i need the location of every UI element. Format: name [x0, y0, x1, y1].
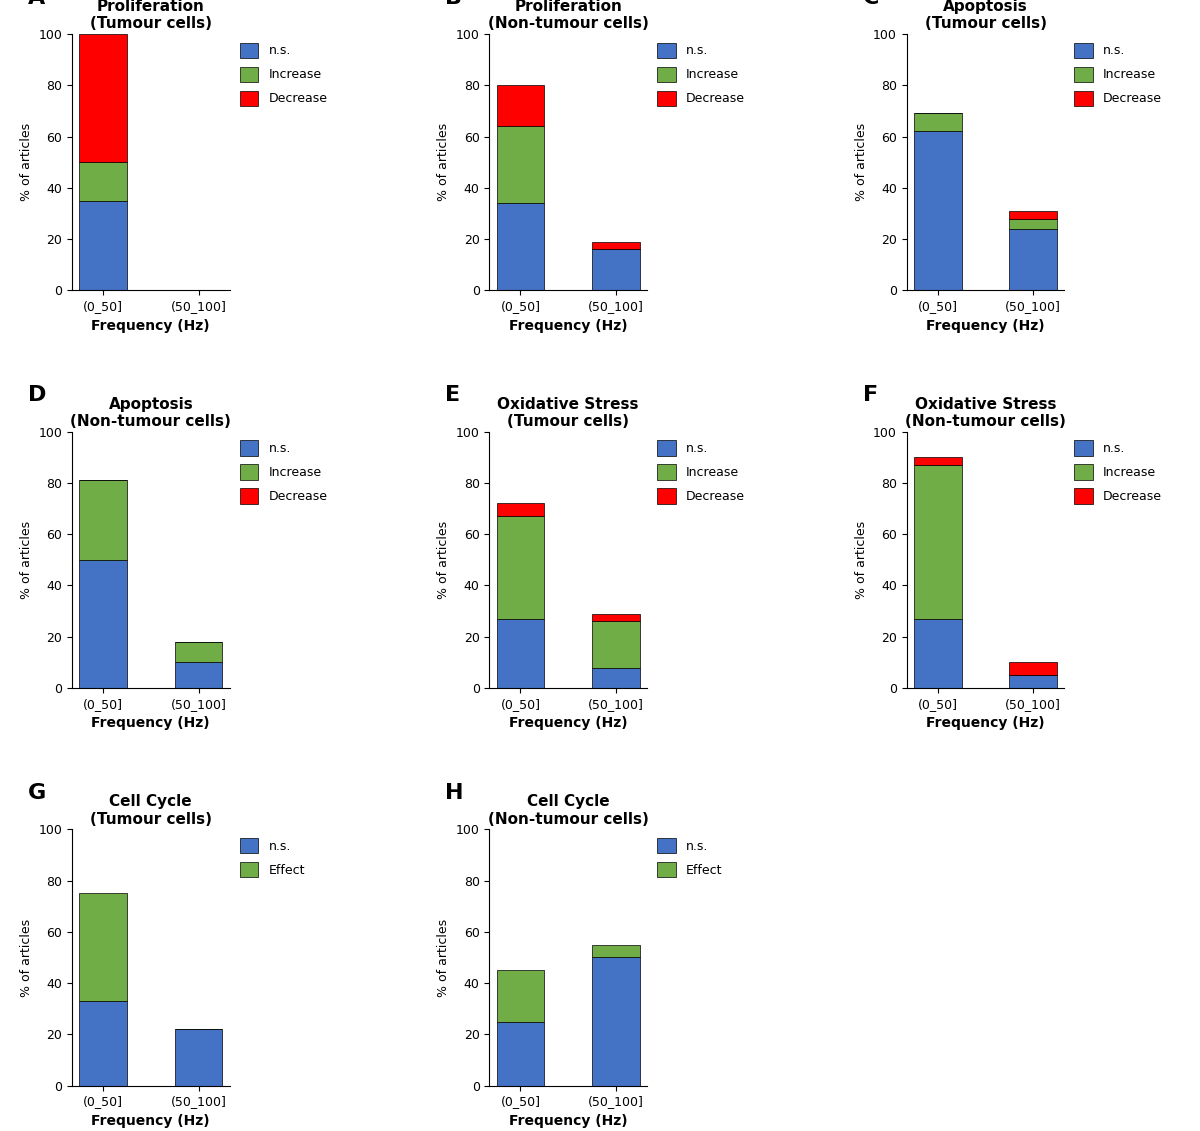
Legend: n.s., Increase, Decrease: n.s., Increase, Decrease [238, 41, 330, 109]
Y-axis label: % of articles: % of articles [854, 520, 868, 599]
Bar [914, 131, 961, 291]
Bar [497, 127, 545, 204]
X-axis label: Frequency (Hz): Frequency (Hz) [509, 716, 628, 731]
Title: Cell Cycle
(Non-tumour cells): Cell Cycle (Non-tumour cells) [487, 794, 649, 827]
Legend: n.s., Effect: n.s., Effect [238, 836, 307, 880]
Bar [592, 958, 640, 1086]
Legend: n.s., Increase, Decrease: n.s., Increase, Decrease [238, 438, 330, 506]
Text: D: D [28, 386, 47, 405]
Y-axis label: % of articles: % of articles [437, 520, 450, 599]
Bar [497, 204, 545, 291]
Text: C: C [863, 0, 878, 8]
X-axis label: Frequency (Hz): Frequency (Hz) [509, 1114, 628, 1128]
Bar [175, 642, 222, 663]
X-axis label: Frequency (Hz): Frequency (Hz) [926, 716, 1045, 731]
Text: G: G [28, 783, 46, 803]
Title: Apoptosis
(Tumour cells): Apoptosis (Tumour cells) [924, 0, 1046, 32]
Y-axis label: % of articles: % of articles [20, 918, 32, 996]
Text: H: H [445, 783, 463, 803]
Bar [914, 619, 961, 688]
Title: Proliferation
(Tumour cells): Proliferation (Tumour cells) [90, 0, 212, 32]
Bar [79, 200, 127, 291]
X-axis label: Frequency (Hz): Frequency (Hz) [926, 319, 1045, 333]
Bar [497, 503, 545, 516]
Bar [497, 85, 545, 127]
X-axis label: Frequency (Hz): Frequency (Hz) [91, 319, 210, 333]
Bar [497, 619, 545, 688]
Bar [592, 621, 640, 667]
Bar [1009, 675, 1057, 688]
Text: F: F [863, 386, 877, 405]
Legend: n.s., Increase, Decrease: n.s., Increase, Decrease [1072, 41, 1165, 109]
Title: Proliferation
(Non-tumour cells): Proliferation (Non-tumour cells) [487, 0, 649, 32]
X-axis label: Frequency (Hz): Frequency (Hz) [91, 716, 210, 731]
Bar [1009, 228, 1057, 291]
Bar [592, 667, 640, 688]
Bar [79, 34, 127, 162]
Bar [592, 250, 640, 291]
Title: Oxidative Stress
(Non-tumour cells): Oxidative Stress (Non-tumour cells) [905, 397, 1066, 429]
Title: Cell Cycle
(Tumour cells): Cell Cycle (Tumour cells) [90, 794, 212, 827]
Y-axis label: % of articles: % of articles [20, 520, 32, 599]
Legend: n.s., Increase, Decrease: n.s., Increase, Decrease [654, 41, 748, 109]
Bar [1009, 218, 1057, 228]
Text: A: A [28, 0, 46, 8]
Bar [914, 457, 961, 465]
Bar [914, 113, 961, 131]
Legend: n.s., Increase, Decrease: n.s., Increase, Decrease [654, 438, 748, 506]
Bar [592, 242, 640, 250]
Bar [592, 614, 640, 621]
Bar [914, 465, 961, 619]
Legend: n.s., Increase, Decrease: n.s., Increase, Decrease [1072, 438, 1165, 506]
Bar [1009, 663, 1057, 675]
Title: Apoptosis
(Non-tumour cells): Apoptosis (Non-tumour cells) [71, 397, 232, 429]
Title: Oxidative Stress
(Tumour cells): Oxidative Stress (Tumour cells) [498, 397, 638, 429]
X-axis label: Frequency (Hz): Frequency (Hz) [509, 319, 628, 333]
Bar [497, 516, 545, 619]
Bar [79, 1001, 127, 1086]
Y-axis label: % of articles: % of articles [437, 918, 450, 996]
X-axis label: Frequency (Hz): Frequency (Hz) [91, 1114, 210, 1128]
Text: B: B [445, 0, 462, 8]
Bar [175, 663, 222, 688]
Bar [79, 560, 127, 688]
Bar [592, 944, 640, 958]
Y-axis label: % of articles: % of articles [437, 123, 450, 201]
Legend: n.s., Effect: n.s., Effect [654, 836, 725, 880]
Text: E: E [445, 386, 461, 405]
Y-axis label: % of articles: % of articles [854, 123, 868, 201]
Bar [497, 970, 545, 1021]
Bar [175, 1029, 222, 1086]
Bar [79, 893, 127, 1001]
Bar [497, 1021, 545, 1086]
Bar [79, 162, 127, 200]
Y-axis label: % of articles: % of articles [20, 123, 32, 201]
Bar [1009, 211, 1057, 218]
Bar [79, 481, 127, 560]
